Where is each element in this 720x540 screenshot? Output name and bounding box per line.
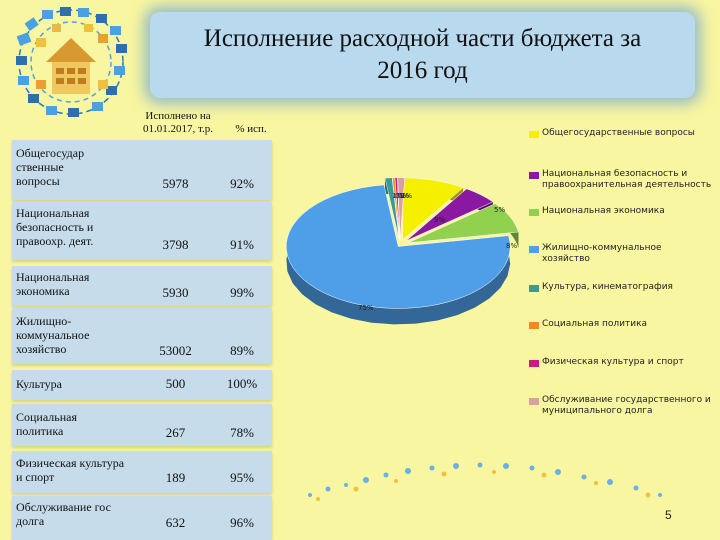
table-row-value: 632 xyxy=(165,515,186,530)
table-row-band xyxy=(12,308,272,364)
slide-title-line1: Исполнение расходной части бюджета за xyxy=(203,25,642,52)
pie-data-label: 9% xyxy=(434,216,445,224)
pie-data-label: 8% xyxy=(506,242,517,250)
legend-label: Общегосударственные вопросы xyxy=(542,128,695,138)
table-row-label: Социальная политика xyxy=(16,410,78,438)
legend-swatch xyxy=(529,322,539,329)
legend-swatch xyxy=(529,209,539,216)
table-row-percent: 95% xyxy=(230,470,254,485)
legend-item: Физическая культура и спорт xyxy=(529,357,712,368)
pie-slice xyxy=(405,188,494,242)
legend-item: Национальная экономика xyxy=(529,206,712,217)
legend-label: Национальная безопасность и правоохранит… xyxy=(542,169,712,190)
table-row-label: Национальная экономика xyxy=(16,270,90,298)
legend-item: Обслуживание государственного и муниципа… xyxy=(529,395,712,417)
table-row-band xyxy=(12,370,272,400)
pie-chart: 9%5%8%75%1%0%0%1% xyxy=(286,177,519,325)
table-row-value: 267 xyxy=(165,425,186,440)
legend-item: Общегосударственные вопросы xyxy=(529,128,712,139)
legend-swatch xyxy=(529,360,539,367)
table-row-value: 53002 xyxy=(159,343,192,358)
header-percent: % исп. xyxy=(235,123,267,135)
slide-title-box: Исполнение расходной части бюджета за 20… xyxy=(150,12,695,98)
table-row-value: 500 xyxy=(165,376,186,391)
pie-slice xyxy=(408,203,519,244)
legend-item: Жилищно-коммунальное хозяйство xyxy=(529,243,712,265)
pie-data-label: 0% xyxy=(398,192,409,200)
legend-item: Культура, кинематография xyxy=(529,282,712,293)
table-row-value: 5978 xyxy=(162,176,189,191)
pie-slice xyxy=(384,177,400,240)
table-row-percent: 99% xyxy=(230,285,254,300)
table-row-band xyxy=(12,496,272,540)
pie-data-label: 0% xyxy=(395,192,406,200)
legend-swatch xyxy=(529,131,539,138)
table-row-percent: 91% xyxy=(230,237,254,252)
pie-slice xyxy=(397,177,406,240)
pie-data-label: 5% xyxy=(494,206,505,214)
table-row-band xyxy=(12,404,272,446)
table-row-value: 5930 xyxy=(162,285,189,300)
legend-label: Физическая культура и спорт xyxy=(542,357,684,367)
pie-data-label: 1% xyxy=(392,192,403,200)
table-row-band xyxy=(12,202,272,260)
legend-label: Жилищно-коммунальное хозяйство xyxy=(542,243,662,264)
table-row-band xyxy=(12,140,272,200)
pie-slice xyxy=(286,184,511,309)
header-executed: Исполнено на 01.01.2017, т.р. xyxy=(143,110,213,135)
table-row-percent: 96% xyxy=(230,515,254,530)
page-number: 5 xyxy=(665,508,672,522)
coat-of-arms-logo xyxy=(16,7,127,117)
legend-label: Культура, кинематография xyxy=(542,282,673,292)
legend-label: Обслуживание государственного и муниципа… xyxy=(542,395,711,416)
table-row-percent: 89% xyxy=(230,343,254,358)
table-row-label: Жилищно-коммунальное хозяйство xyxy=(16,314,90,356)
legend-item: Национальная безопасность и правоохранит… xyxy=(529,169,712,191)
table-row-label: Обслуживание гос долга xyxy=(16,500,111,528)
table-row-percent: 92% xyxy=(230,176,254,191)
table-row-label: Культура xyxy=(16,377,62,391)
legend-item: Социальная политика xyxy=(529,319,712,330)
table-row-band xyxy=(12,451,272,493)
legend-label: Социальная политика xyxy=(542,319,648,329)
pie-data-label: 1% xyxy=(401,192,412,200)
legend-swatch xyxy=(529,172,539,179)
table-row-value: 189 xyxy=(165,470,186,485)
table-row-band xyxy=(12,266,272,306)
table-row-percent: 78% xyxy=(230,425,254,440)
pie-slice xyxy=(394,177,400,240)
legend-swatch xyxy=(529,398,539,405)
decorative-dots xyxy=(308,462,662,501)
legend-swatch xyxy=(529,285,539,292)
table-row-label: Общегосудар ственные вопросы xyxy=(16,146,85,188)
table-row-label: Физическая культура и спорт xyxy=(16,456,125,484)
table-row-percent: 100% xyxy=(226,376,258,391)
legend-swatch xyxy=(529,246,539,253)
pie-data-label: 75% xyxy=(358,304,374,312)
slide-title-line2: 2016 год xyxy=(377,57,468,84)
table-row-value: 3798 xyxy=(162,237,189,252)
legend-label: Национальная экономика xyxy=(542,206,665,216)
table-row-label: Национальная безопасность и правоохр. де… xyxy=(16,206,94,248)
